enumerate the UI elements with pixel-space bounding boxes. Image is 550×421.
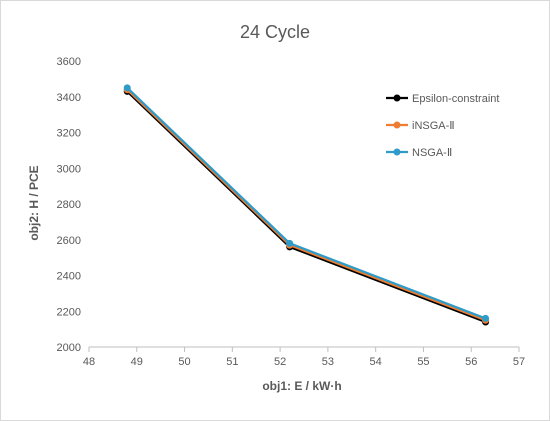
y-tick-label: 3000	[57, 163, 81, 175]
series-2	[123, 84, 490, 322]
y-tick-label: 2600	[57, 235, 81, 247]
data-point	[482, 314, 490, 322]
y-tick-label: 3200	[57, 128, 81, 140]
x-axis-label: obj1: E / kW·h	[262, 379, 341, 393]
x-tick-label: 57	[513, 356, 525, 368]
x-tick-label: 53	[322, 356, 334, 368]
y-tick-label: 2200	[57, 306, 81, 318]
y-tick-label: 2800	[57, 199, 81, 211]
legend: Epsilon-constraint iNSGA-Ⅱ NSGA-Ⅱ	[386, 93, 499, 159]
x-tick-label: 51	[226, 356, 238, 368]
legend-marker	[393, 121, 401, 129]
y-axis-label: obj2: H / PCE	[27, 165, 41, 240]
legend-label: NSGA-Ⅱ	[412, 147, 452, 159]
legend-label: Epsilon-constraint	[412, 93, 499, 105]
x-tick-label: 54	[370, 356, 382, 368]
legend-marker	[393, 94, 401, 102]
y-tick-label: 3600	[57, 56, 81, 68]
y-tick-label: 2400	[57, 271, 81, 283]
data-point	[123, 84, 131, 92]
series-layer	[123, 84, 490, 326]
chart-title: 24 Cycle	[240, 22, 310, 42]
x-tick-label: 49	[131, 356, 143, 368]
legend-marker	[393, 148, 401, 156]
y-tick-label: 2000	[57, 342, 81, 354]
legend-label: iNSGA-Ⅱ	[412, 120, 455, 132]
x-tick-label: 50	[178, 356, 190, 368]
legend-item: Epsilon-constraint	[386, 93, 499, 105]
data-point	[286, 239, 294, 247]
x-tick-label: 56	[465, 356, 477, 368]
axes: 48 49 50 51 52 53 54 55 56 57 2000 2200 2400 2600 2800…	[57, 56, 526, 368]
x-tick-label: 48	[83, 356, 95, 368]
x-tick-label: 55	[417, 356, 429, 368]
x-tick-label: 52	[274, 356, 286, 368]
y-tick-label: 3400	[57, 92, 81, 104]
legend-item: iNSGA-Ⅱ	[386, 120, 455, 132]
legend-item: NSGA-Ⅱ	[386, 147, 452, 159]
